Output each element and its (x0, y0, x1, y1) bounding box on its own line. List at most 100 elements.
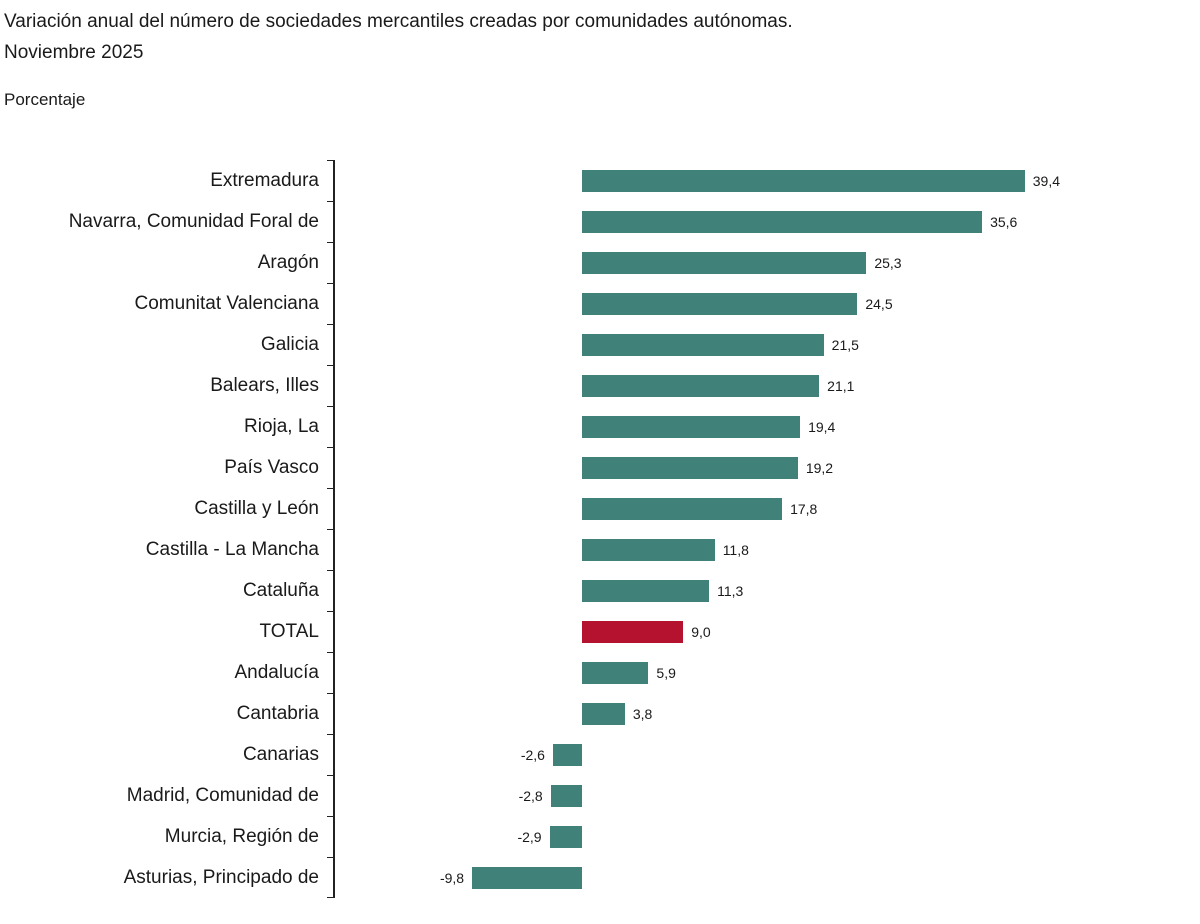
bar-row: Canarias -2,6 (0, 734, 1200, 775)
plot-area: -2,9 (327, 816, 1200, 857)
plot-area: 3,8 (327, 693, 1200, 734)
bar (549, 825, 583, 848)
category-label: Murcia, Región de (164, 825, 319, 847)
bar-row: Andalucía 5,9 (0, 652, 1200, 693)
axis-tick (327, 611, 333, 612)
axis-tick (327, 775, 333, 776)
bar (582, 292, 858, 315)
axis-tick (327, 529, 333, 530)
value-label: 19,2 (805, 459, 834, 476)
value-label: 11,8 (722, 541, 749, 558)
value-label: -9,8 (439, 869, 465, 886)
category-label: Balears, Illes (210, 374, 319, 396)
category-label: Aragón (257, 251, 319, 273)
plot-area: 24,5 (327, 283, 1200, 324)
bar-row: Balears, Illes 21,1 (0, 365, 1200, 406)
category-label: Comunitat Valenciana (134, 292, 319, 314)
axis-tick (327, 693, 333, 694)
plot-area: 11,8 (327, 529, 1200, 570)
value-label: 35,6 (990, 213, 1018, 230)
chart-subtitle: Porcentaje (4, 90, 86, 109)
axis-tick (327, 283, 333, 284)
bar (582, 210, 983, 233)
category-label: País Vasco (224, 456, 319, 478)
bar (550, 784, 583, 807)
category-label: Andalucía (234, 661, 319, 683)
value-label: 25,3 (874, 254, 902, 271)
bar-row: Extremadura 39,4 (0, 160, 1200, 201)
bar (582, 702, 625, 725)
bar-row: Cataluña 11,3 (0, 570, 1200, 611)
value-label: -2,8 (518, 787, 543, 804)
plot-area: 25,3 (327, 242, 1200, 283)
bar (582, 497, 783, 520)
bar (582, 251, 867, 274)
plot-area: -2,6 (327, 734, 1200, 775)
bar-row: Aragón 25,3 (0, 242, 1200, 283)
bar (582, 456, 798, 479)
category-label: Castilla - La Mancha (145, 538, 319, 560)
value-label: 17,8 (790, 500, 818, 517)
category-label: Asturias, Principado de (123, 866, 319, 888)
bar (582, 579, 710, 602)
bar-row: Murcia, Región de -2,9 (0, 816, 1200, 857)
value-label: 5,9 (656, 664, 676, 681)
bar (472, 866, 583, 889)
bar (582, 169, 1025, 192)
bar (582, 538, 715, 561)
axis-tick (327, 816, 333, 817)
axis-tick (327, 201, 333, 202)
plot-area: 19,4 (327, 406, 1200, 447)
bar-row: Galicia 21,5 (0, 324, 1200, 365)
bar-chart: Extremadura 39,4 Navarra, Comunidad Foral … (0, 160, 1200, 898)
value-label: 21,5 (831, 336, 859, 353)
category-label: Cantabria (236, 702, 319, 724)
chart-title: Variación anual del número de sociedades… (4, 6, 1190, 68)
plot-area: -9,8 (327, 857, 1200, 898)
category-label: Galicia (260, 333, 319, 355)
bar (552, 743, 583, 766)
axis-tick (327, 570, 333, 571)
plot-area: 5,9 (327, 652, 1200, 693)
category-label: TOTAL (259, 620, 319, 642)
plot-area: 9,0 (327, 611, 1200, 652)
bar-row: Cantabria 3,8 (0, 693, 1200, 734)
chart-title-line1: Variación anual del número de sociedades… (4, 11, 793, 32)
value-label: 21,1 (827, 377, 855, 394)
bar-row: TOTAL 9,0 (0, 611, 1200, 652)
plot-area: -2,8 (327, 775, 1200, 816)
chart-title-line2: Noviembre 2025 (4, 42, 144, 63)
axis-tick (327, 365, 333, 366)
bar-row: Rioja, La 19,4 (0, 406, 1200, 447)
plot-area: 21,5 (327, 324, 1200, 365)
plot-area: 35,6 (327, 201, 1200, 242)
category-label: Rioja, La (244, 415, 319, 437)
value-label: 39,4 (1032, 172, 1060, 189)
plot-area: 11,3 (327, 570, 1200, 611)
category-label: Navarra, Comunidad Foral de (68, 210, 319, 232)
category-label: Madrid, Comunidad de (126, 784, 319, 806)
value-label: 19,4 (808, 418, 836, 435)
bar (582, 415, 801, 438)
category-label: Canarias (242, 743, 319, 765)
bar-row: Castilla - La Mancha 11,8 (0, 529, 1200, 570)
category-label: Extremadura (210, 169, 319, 191)
plot-area: 39,4 (327, 160, 1200, 201)
value-label: 9,0 (691, 623, 711, 640)
bar (582, 661, 649, 684)
axis-tick (327, 242, 333, 243)
category-label: Cataluña (242, 579, 319, 601)
bar-row: Comunitat Valenciana 24,5 (0, 283, 1200, 324)
category-label: Castilla y León (194, 497, 319, 519)
bar-row: Navarra, Comunidad Foral de 35,6 (0, 201, 1200, 242)
plot-area: 17,8 (327, 488, 1200, 529)
axis-tick (327, 734, 333, 735)
axis-tick (327, 160, 333, 161)
axis-tick (327, 324, 333, 325)
value-label: -2,9 (517, 828, 542, 845)
total-bar (582, 620, 684, 643)
axis-tick (327, 897, 333, 898)
axis-tick (327, 447, 333, 448)
plot-area: 19,2 (327, 447, 1200, 488)
